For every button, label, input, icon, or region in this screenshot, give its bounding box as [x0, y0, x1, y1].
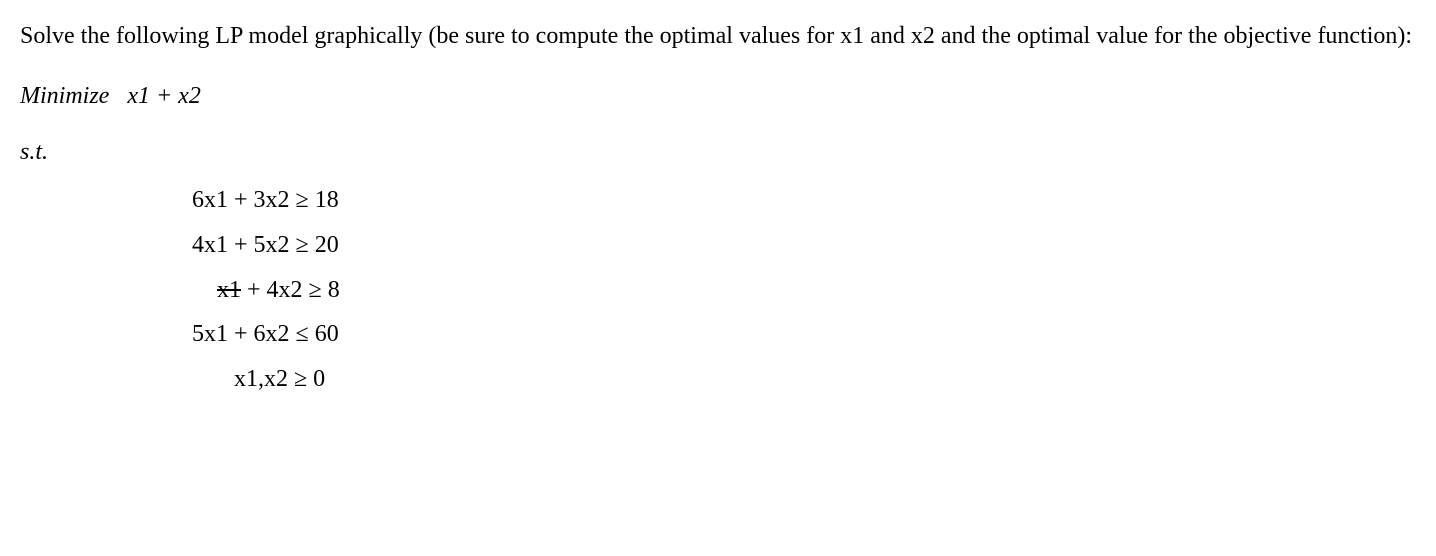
constraint-3-struck: x1	[217, 277, 241, 303]
objective-expression: x1 + x2	[127, 83, 201, 109]
problem-statement: Solve the following LP model graphically…	[20, 18, 1416, 54]
constraint-1: 6x1 + 3x2 ≥ 18	[192, 180, 1416, 221]
objective-line: Minimize x1 + x2	[20, 78, 1416, 114]
constraint-3: x1 + 4x2 ≥ 8	[192, 270, 1416, 311]
constraint-2: 4x1 + 5x2 ≥ 20	[192, 225, 1416, 266]
constraint-4: 5x1 + 6x2 ≤ 60	[192, 314, 1416, 355]
minimize-label: Minimize	[20, 83, 109, 109]
constraints-block: 6x1 + 3x2 ≥ 18 4x1 + 5x2 ≥ 20 x1 + 4x2 ≥…	[192, 180, 1416, 400]
subject-to-label: s.t.	[20, 134, 1416, 170]
constraint-3-rest: + 4x2 ≥ 8	[241, 277, 340, 303]
constraint-5: x1,x2 ≥ 0	[192, 359, 1416, 400]
